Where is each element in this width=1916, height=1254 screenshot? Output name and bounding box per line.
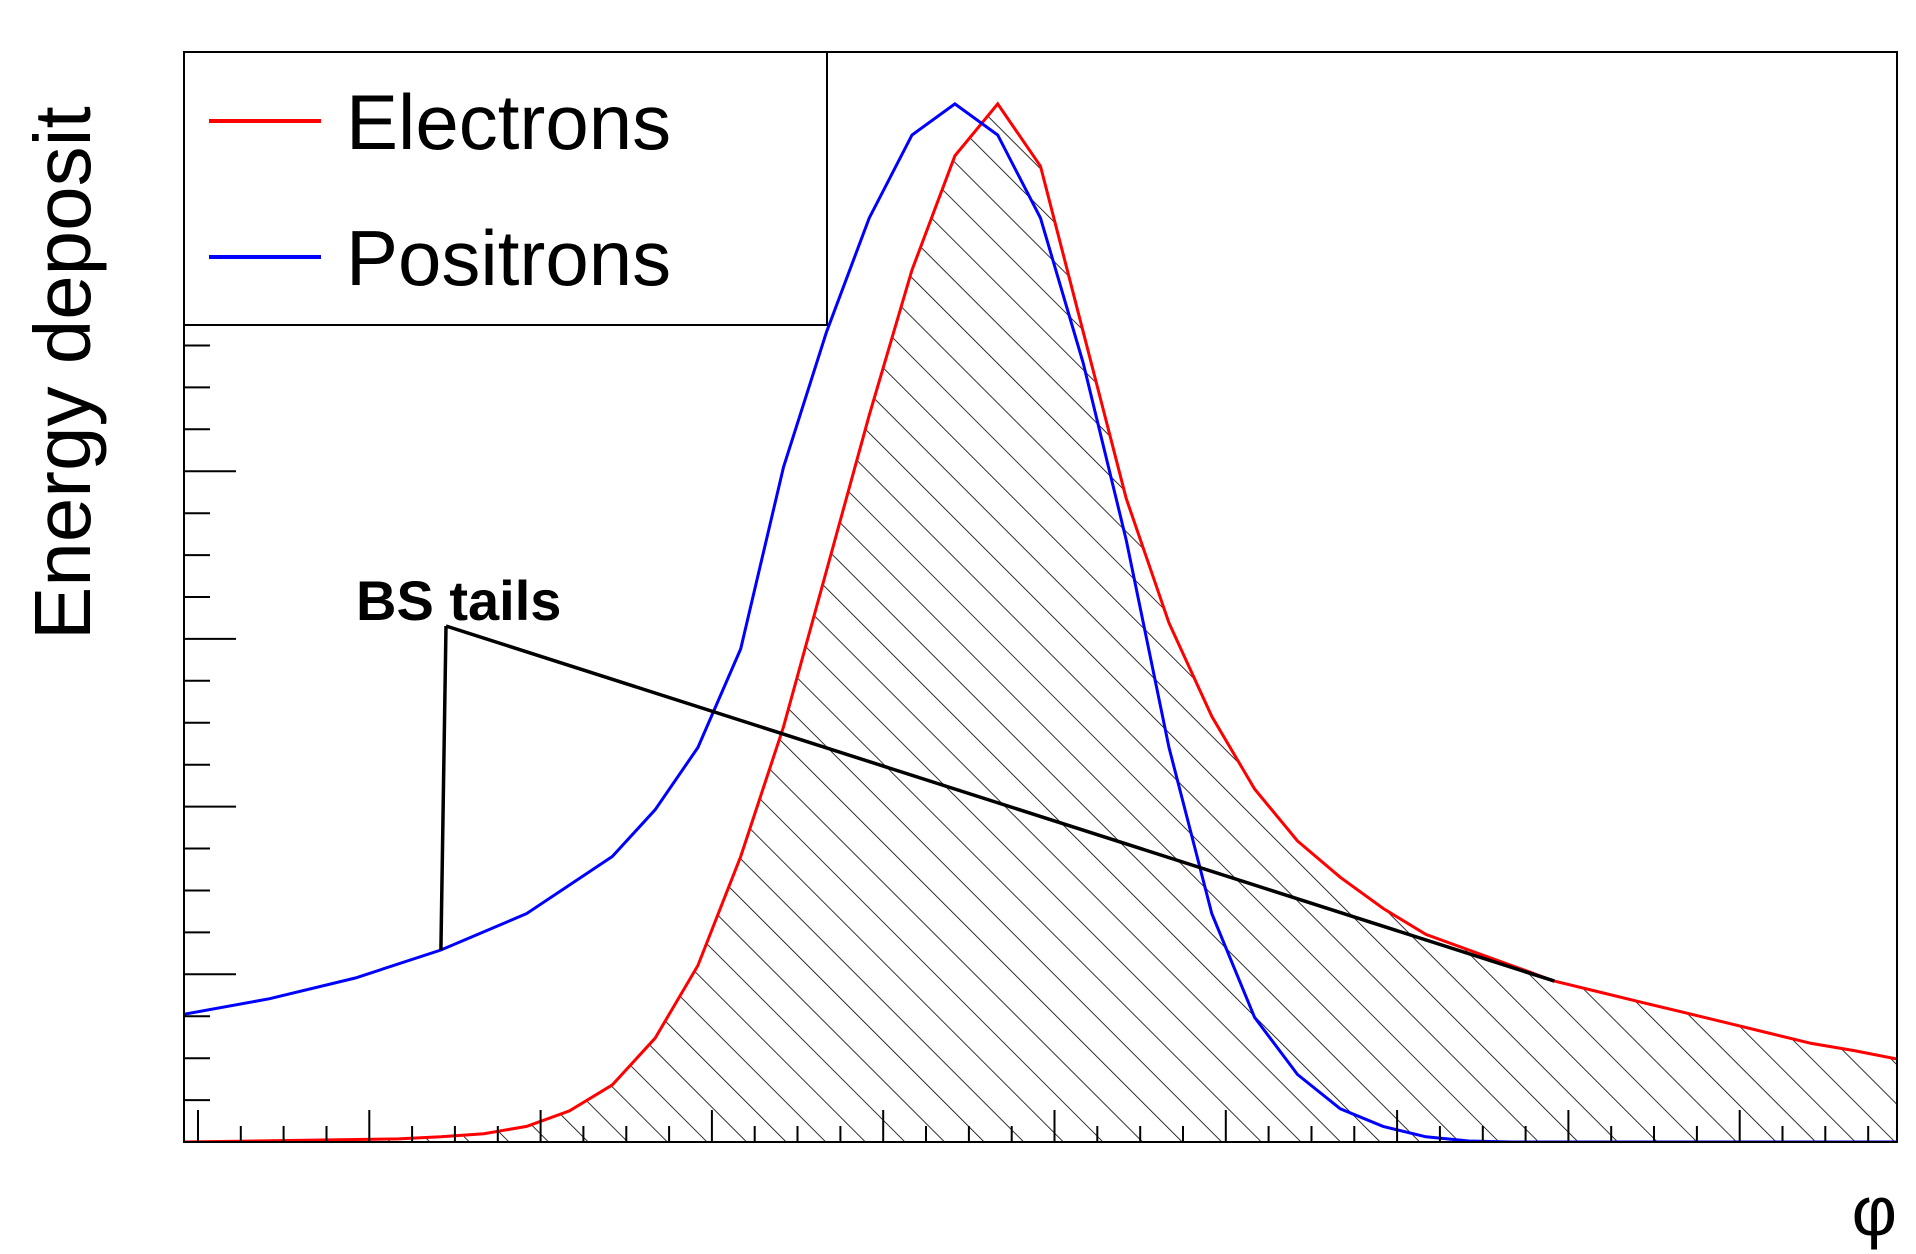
bs-tails-pointers [439, 624, 1555, 983]
series-line-electrons [184, 101, 1897, 1142]
x-axis-ticks [197, 1110, 1870, 1142]
y-axis-title: Energy deposit [18, 106, 107, 640]
bs-tails-pointer-1 [445, 624, 1555, 983]
electrons-hatched-area [184, 103, 1897, 1142]
legend-box [183, 51, 828, 326]
legend-label-electrons: Electrons [346, 78, 671, 166]
bs-tails-label: BS tails [356, 569, 561, 632]
legend-label-positrons: Positrons [346, 214, 671, 302]
legend: Electrons Positrons [183, 51, 828, 326]
bs-tails-pointer-0 [439, 625, 448, 951]
x-axis-title: φ [1852, 1172, 1897, 1250]
